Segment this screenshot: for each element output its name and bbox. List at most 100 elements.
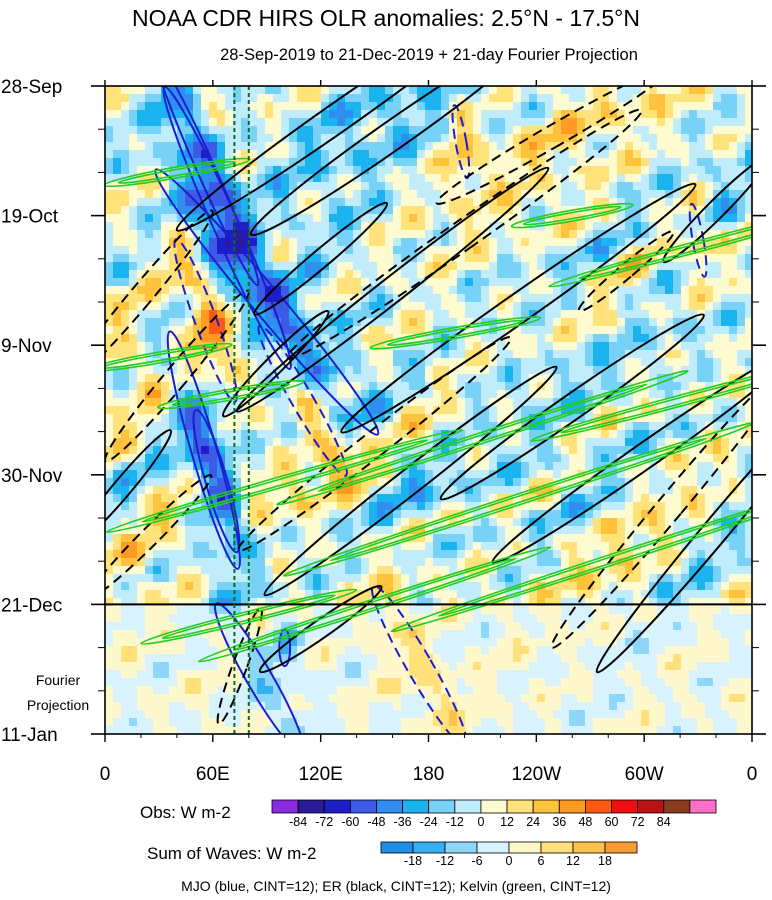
field-cell bbox=[601, 294, 610, 303]
field-cell bbox=[489, 262, 498, 271]
field-cell bbox=[585, 462, 594, 471]
field-cell bbox=[697, 494, 706, 503]
field-cell bbox=[305, 158, 314, 167]
field-cell bbox=[289, 190, 298, 199]
field-cell bbox=[513, 302, 522, 311]
field-cell bbox=[145, 422, 154, 431]
field-cell bbox=[561, 190, 570, 199]
field-cell bbox=[601, 350, 610, 359]
field-cell bbox=[537, 462, 546, 471]
field-cell bbox=[369, 398, 378, 407]
field-cell bbox=[521, 262, 530, 271]
field-cell bbox=[337, 342, 346, 351]
field-cell bbox=[641, 430, 650, 439]
field-cell bbox=[489, 358, 498, 367]
field-cell bbox=[201, 334, 210, 343]
field-cell bbox=[529, 246, 538, 255]
field-cell bbox=[313, 494, 322, 503]
field-cell bbox=[737, 350, 746, 359]
field-cell bbox=[201, 198, 210, 207]
field-cell bbox=[297, 86, 306, 95]
field-cell bbox=[337, 278, 346, 287]
field-cell bbox=[577, 310, 586, 319]
field-cell bbox=[465, 462, 474, 471]
field-cell bbox=[393, 246, 402, 255]
field-cell bbox=[705, 398, 714, 407]
field-cell bbox=[505, 382, 514, 391]
field-cell bbox=[161, 382, 170, 391]
field-cell bbox=[137, 406, 146, 415]
field-cell bbox=[513, 422, 522, 431]
field-cell bbox=[529, 382, 538, 391]
field-cell bbox=[313, 526, 322, 535]
field-cell bbox=[665, 206, 674, 215]
field-cell bbox=[425, 86, 434, 95]
field-cell bbox=[553, 270, 562, 279]
field-cell bbox=[465, 382, 474, 391]
field-cell bbox=[633, 430, 642, 439]
field-cell bbox=[465, 342, 474, 351]
field-cell bbox=[553, 422, 562, 431]
field-cell bbox=[489, 118, 498, 127]
field-cell bbox=[569, 246, 578, 255]
field-cell bbox=[449, 294, 458, 303]
field-cell bbox=[425, 342, 434, 351]
field-cell bbox=[593, 534, 602, 543]
field-cell bbox=[257, 366, 266, 375]
field-cell bbox=[233, 478, 242, 487]
field-cell bbox=[689, 118, 698, 127]
field-cell bbox=[433, 422, 442, 431]
field-cell bbox=[409, 214, 418, 223]
field-cell bbox=[641, 134, 650, 143]
field-cell bbox=[377, 182, 386, 191]
field-cell bbox=[369, 174, 378, 183]
field-cell bbox=[713, 350, 722, 359]
field-cell bbox=[217, 558, 226, 567]
field-cell bbox=[449, 422, 458, 431]
field-cell bbox=[705, 286, 714, 295]
field-cell bbox=[337, 294, 346, 303]
field-cell bbox=[625, 374, 634, 383]
field-cell bbox=[737, 166, 746, 175]
field-cell bbox=[465, 406, 474, 415]
field-cell bbox=[361, 534, 370, 543]
field-cell bbox=[321, 246, 330, 255]
field-cell bbox=[737, 414, 746, 423]
field-cell bbox=[113, 462, 122, 471]
field-cell bbox=[609, 166, 618, 175]
field-cell bbox=[193, 414, 202, 423]
field-cell bbox=[513, 542, 522, 551]
field-cell bbox=[401, 222, 410, 231]
field-cell bbox=[201, 318, 210, 327]
field-cell bbox=[585, 374, 594, 383]
field-cell bbox=[137, 494, 146, 503]
field-cell bbox=[745, 526, 752, 535]
field-cell bbox=[465, 318, 474, 327]
field-cell bbox=[489, 310, 498, 319]
field-cell bbox=[489, 294, 498, 303]
field-cell bbox=[673, 366, 682, 375]
field-cell bbox=[545, 142, 554, 151]
field-cell bbox=[329, 398, 338, 407]
field-cell bbox=[345, 86, 354, 95]
field-cell bbox=[681, 254, 690, 263]
field-cell bbox=[161, 518, 170, 527]
field-cell bbox=[241, 534, 250, 543]
field-cell bbox=[265, 542, 274, 551]
field-cell bbox=[185, 430, 194, 439]
field-cell bbox=[681, 270, 690, 279]
field-cell bbox=[353, 294, 362, 303]
field-cell bbox=[625, 310, 634, 319]
field-cell bbox=[521, 366, 530, 375]
field-cell bbox=[225, 526, 234, 535]
field-cell bbox=[321, 382, 330, 391]
field-cell bbox=[433, 126, 442, 135]
field-cell bbox=[705, 390, 714, 399]
field-cell bbox=[345, 326, 354, 335]
field-cell bbox=[297, 278, 306, 287]
field-cell bbox=[297, 526, 306, 535]
field-cell bbox=[625, 470, 634, 479]
field-cell bbox=[553, 326, 562, 335]
field-cell bbox=[585, 294, 594, 303]
field-cell bbox=[217, 286, 226, 295]
